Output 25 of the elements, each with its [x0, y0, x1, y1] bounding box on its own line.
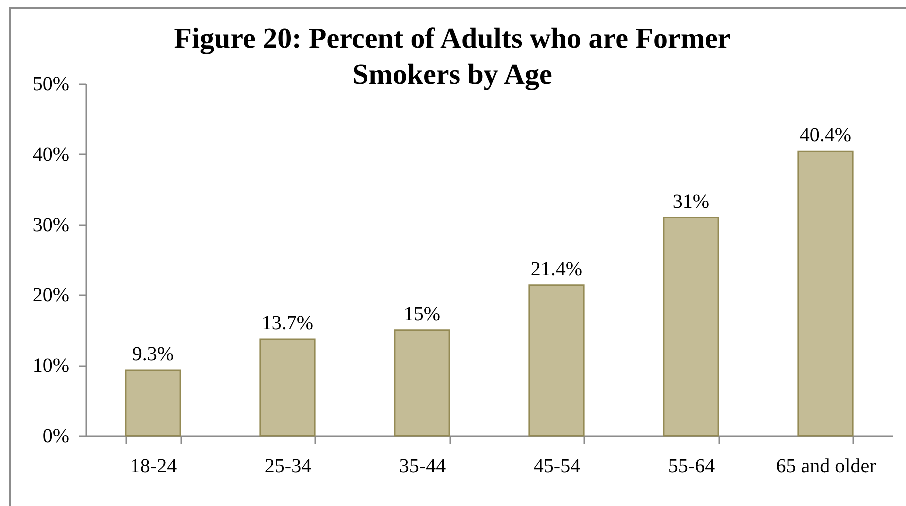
y-tick-label: 10%: [32, 355, 70, 378]
x-tick-label: 35-44: [399, 456, 446, 478]
y-tick-label: 30%: [32, 214, 70, 236]
y-tick-label: 20%: [32, 284, 70, 307]
x-tick-label: 45-54: [534, 456, 581, 478]
x-tick-label: 55-64: [668, 456, 716, 478]
y-tick-label: 40%: [32, 144, 70, 166]
data-label: 31%: [672, 190, 710, 213]
data-label: 13.7%: [262, 312, 314, 335]
data-label: 40.4%: [800, 124, 852, 147]
chart-title: Figure 20: Percent of Adults who are Former Smokers by Age: [174, 23, 731, 91]
bar: [663, 217, 720, 437]
bar: [260, 338, 316, 437]
y-tick-label: 50%: [32, 74, 70, 96]
bar: [528, 284, 585, 437]
data-label: 15%: [404, 303, 441, 326]
bar: [798, 150, 854, 437]
y-tick-label: 0%: [42, 426, 70, 448]
data-label: 9.3%: [132, 344, 174, 366]
bar: [125, 370, 182, 437]
x-tick-label: 25-34: [264, 456, 312, 478]
x-tick-label: 18-24: [130, 456, 178, 478]
data-label: 21.4%: [530, 258, 583, 280]
bar: [394, 330, 450, 437]
x-tick-label: 65 and older: [776, 456, 877, 478]
